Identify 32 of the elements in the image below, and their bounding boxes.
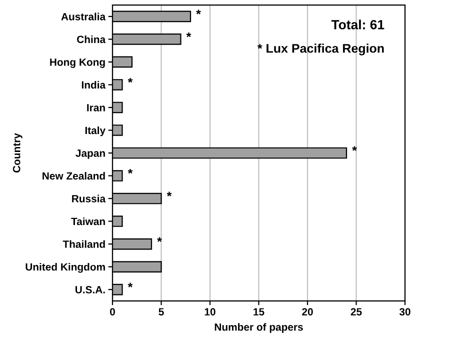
y-tick-label: Russia [72, 194, 106, 202]
annotation: * [196, 10, 201, 14]
y-tick-label: United Kingdom [26, 262, 105, 273]
y-tick-label: Italy [85, 126, 106, 136]
y-tick-label: Iran [87, 104, 105, 112]
x-tick-label: 0 [110, 308, 115, 316]
annotation: * [352, 146, 357, 151]
x-tick-label: 25 [350, 308, 362, 316]
y-tick-label: Thailand [62, 240, 105, 248]
y-tick-label: Taiwan [71, 217, 105, 226]
x-tick-label: 10 [204, 308, 216, 316]
x-axis-title: Number of papers [214, 323, 303, 333]
x-tick-label: 20 [302, 308, 313, 316]
y-tick-label: New Zealand [42, 172, 105, 180]
x-tick-label: 15 [254, 308, 264, 316]
annotation: * Lux Pacifica Region [257, 44, 384, 56]
annotation: Total: 61 [331, 20, 384, 30]
annotation: * [128, 78, 133, 83]
annotation: * [128, 169, 133, 174]
x-tick-label: 5 [158, 308, 164, 316]
annotation: * [157, 237, 162, 242]
y-tick-label: China [77, 35, 106, 44]
x-tick-label: 30 [399, 308, 410, 316]
y-tick-label: Hong Kong [50, 58, 105, 68]
annotation: * [186, 32, 192, 38]
y-axis-title: Country [12, 133, 22, 173]
y-tick-label: U.S.A. [76, 286, 105, 294]
y-tick-label: Australia [61, 12, 106, 20]
y-tick-label: Japan [76, 150, 105, 159]
annotation: * [128, 282, 133, 288]
y-tick-label: India [82, 80, 106, 89]
annotation: * [166, 192, 172, 196]
